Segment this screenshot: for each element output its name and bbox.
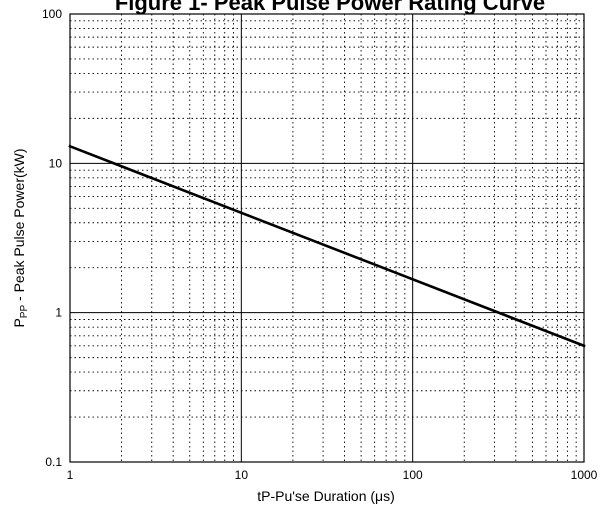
y-axis-title-main: P bbox=[11, 318, 27, 327]
major-grid bbox=[69, 13, 585, 463]
chart-title: Figure 1- Peak Pulse Power Rating Curve bbox=[115, 0, 545, 15]
y-axis-title: PPP - Peak Pulse Power(kW) bbox=[11, 148, 30, 327]
series-layer bbox=[68, 144, 586, 348]
y-axis-title-rest: - Peak Pulse Power(kW) bbox=[11, 148, 27, 304]
x-axis-title: tP-Pu'se Duration (μs) bbox=[257, 488, 395, 504]
y-tick-label: 10 bbox=[49, 156, 63, 170]
x-tick-label: 1000 bbox=[571, 468, 598, 482]
y-tick-label: 1 bbox=[55, 306, 62, 320]
x-tick-label: 1 bbox=[67, 468, 74, 482]
y-axis-title-subscript: PP bbox=[19, 305, 30, 319]
y-tick-labels: 0.1 1 10 100 bbox=[42, 7, 62, 469]
x-tick-label: 100 bbox=[403, 468, 423, 482]
series-line bbox=[68, 144, 586, 348]
x-tick-labels: 1 10 100 1000 bbox=[67, 468, 598, 482]
y-tick-label: 100 bbox=[42, 7, 62, 21]
y-tick-label: 0.1 bbox=[45, 455, 62, 469]
plot-frame bbox=[69, 13, 585, 463]
x-tick-label: 10 bbox=[235, 468, 249, 482]
minor-grid bbox=[70, 14, 584, 462]
